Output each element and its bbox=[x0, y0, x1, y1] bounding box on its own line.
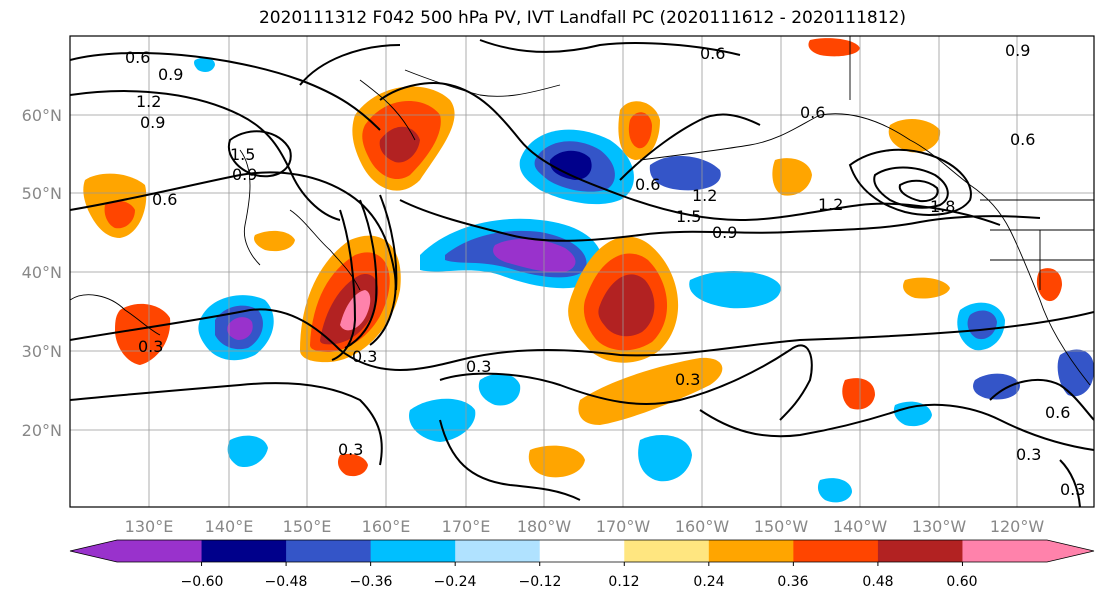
contour-label: 0.3 bbox=[352, 347, 377, 366]
coastlines bbox=[70, 36, 1094, 386]
longitude-labels: 130°E 140°E 150°E 160°E 170°E 180°W 170°… bbox=[125, 517, 1045, 536]
colorbar-ticks: −0.60 −0.48 −0.36 −0.24 −0.12 0.12 0.24 … bbox=[181, 562, 978, 590]
colorbar-swatch bbox=[793, 540, 879, 562]
contour-label: 0.9 bbox=[232, 165, 257, 184]
contour-label: 0.3 bbox=[1016, 445, 1041, 464]
lon-label: 170°E bbox=[442, 517, 491, 536]
lat-label-20n: 20°N bbox=[22, 421, 62, 440]
contour-label: 0.6 bbox=[1010, 130, 1035, 149]
colorbar-swatch bbox=[539, 540, 625, 562]
latitude-labels: 60°N 50°N 40°N 30°N 20°N bbox=[22, 106, 62, 440]
contour-label: 0.9 bbox=[1005, 41, 1030, 60]
lon-label: 140°W bbox=[833, 517, 888, 536]
colorbar-swatch bbox=[455, 540, 541, 562]
lon-label: 160°W bbox=[675, 517, 730, 536]
colorbar-tick-label: −0.12 bbox=[519, 574, 562, 590]
colorbar-swatch bbox=[877, 540, 963, 562]
contour-label: 0.6 bbox=[1045, 403, 1070, 422]
contours bbox=[70, 39, 1094, 507]
lon-label: 150°E bbox=[283, 517, 332, 536]
contour-label: 0.3 bbox=[675, 370, 700, 389]
colorbar-outline bbox=[69, 539, 1095, 563]
contour-label: 0.9 bbox=[158, 65, 183, 84]
colorbar-extend-low bbox=[70, 540, 117, 562]
map-title: 2020111312 F042 500 hPa PV, IVT Landfall… bbox=[258, 8, 906, 28]
lon-label: 140°E bbox=[205, 517, 254, 536]
colorbar-tick-label: 0.36 bbox=[777, 574, 808, 590]
colorbar-tick-label: −0.24 bbox=[434, 574, 477, 590]
lat-label-50n: 50°N bbox=[22, 184, 62, 203]
shaded-field bbox=[83, 38, 1094, 503]
contour-label: 1.2 bbox=[692, 186, 717, 205]
colorbar-tick-label: 0.60 bbox=[946, 574, 977, 590]
colorbar-swatch bbox=[708, 540, 794, 562]
contour-label: 0.3 bbox=[466, 357, 491, 376]
contour-label: 1.2 bbox=[136, 92, 161, 111]
colorbar-swatch bbox=[117, 540, 203, 562]
contour-label: 1.2 bbox=[818, 195, 843, 214]
contour-label: 0.3 bbox=[138, 337, 163, 356]
colorbar-tick-label: 0.48 bbox=[862, 574, 893, 590]
contour-label: 0.3 bbox=[1060, 480, 1085, 499]
colorbar-tick-label: −0.36 bbox=[350, 574, 393, 590]
lat-label-40n: 40°N bbox=[22, 263, 62, 282]
contour-label: 0.3 bbox=[338, 440, 363, 459]
lon-label: 160°E bbox=[362, 517, 411, 536]
colorbar-swatch bbox=[624, 540, 710, 562]
contour-label: 0.6 bbox=[635, 175, 660, 194]
contour-label: 0.6 bbox=[800, 103, 825, 122]
lon-label: 180°W bbox=[517, 517, 572, 536]
colorbar-swatch bbox=[962, 540, 1048, 562]
lon-label: 150°W bbox=[754, 517, 809, 536]
lat-label-30n: 30°N bbox=[22, 342, 62, 361]
colorbar-swatches bbox=[69, 539, 1095, 563]
lon-label: 120°W bbox=[990, 517, 1045, 536]
contour-label-group: 0.6 0.9 1.2 0.9 1.5 0.9 0.6 0.6 0.9 0.6 … bbox=[125, 41, 1085, 499]
contour-label: 0.9 bbox=[712, 223, 737, 242]
colorbar: −0.60 −0.48 −0.36 −0.24 −0.12 0.12 0.24 … bbox=[69, 539, 1095, 590]
contour-label: 0.9 bbox=[140, 113, 165, 132]
colorbar-swatch bbox=[201, 540, 287, 562]
map-frame bbox=[69, 35, 1095, 508]
colorbar-tick-label: 0.12 bbox=[608, 574, 639, 590]
colorbar-extend-high bbox=[1047, 540, 1094, 562]
contour-label: 0.6 bbox=[152, 190, 177, 209]
lon-label: 170°W bbox=[596, 517, 651, 536]
contour-label: 1.8 bbox=[930, 197, 955, 216]
colorbar-tick-label: 0.24 bbox=[693, 574, 724, 590]
contour-label: 1.5 bbox=[230, 145, 255, 164]
colorbar-swatch bbox=[370, 540, 456, 562]
colorbar-swatch bbox=[286, 540, 372, 562]
colorbar-tick-label: −0.48 bbox=[265, 574, 308, 590]
lon-label: 130°E bbox=[125, 517, 174, 536]
map-area: 0.6 0.9 1.2 0.9 1.5 0.9 0.6 0.6 0.9 0.6 … bbox=[69, 35, 1095, 508]
colorbar-tick-label: −0.60 bbox=[181, 574, 224, 590]
lat-label-60n: 60°N bbox=[22, 106, 62, 125]
contour-label: 0.6 bbox=[125, 48, 150, 67]
contour-label: 0.6 bbox=[700, 44, 725, 63]
contour-label: 1.5 bbox=[676, 207, 701, 226]
lon-label: 130°W bbox=[912, 517, 967, 536]
